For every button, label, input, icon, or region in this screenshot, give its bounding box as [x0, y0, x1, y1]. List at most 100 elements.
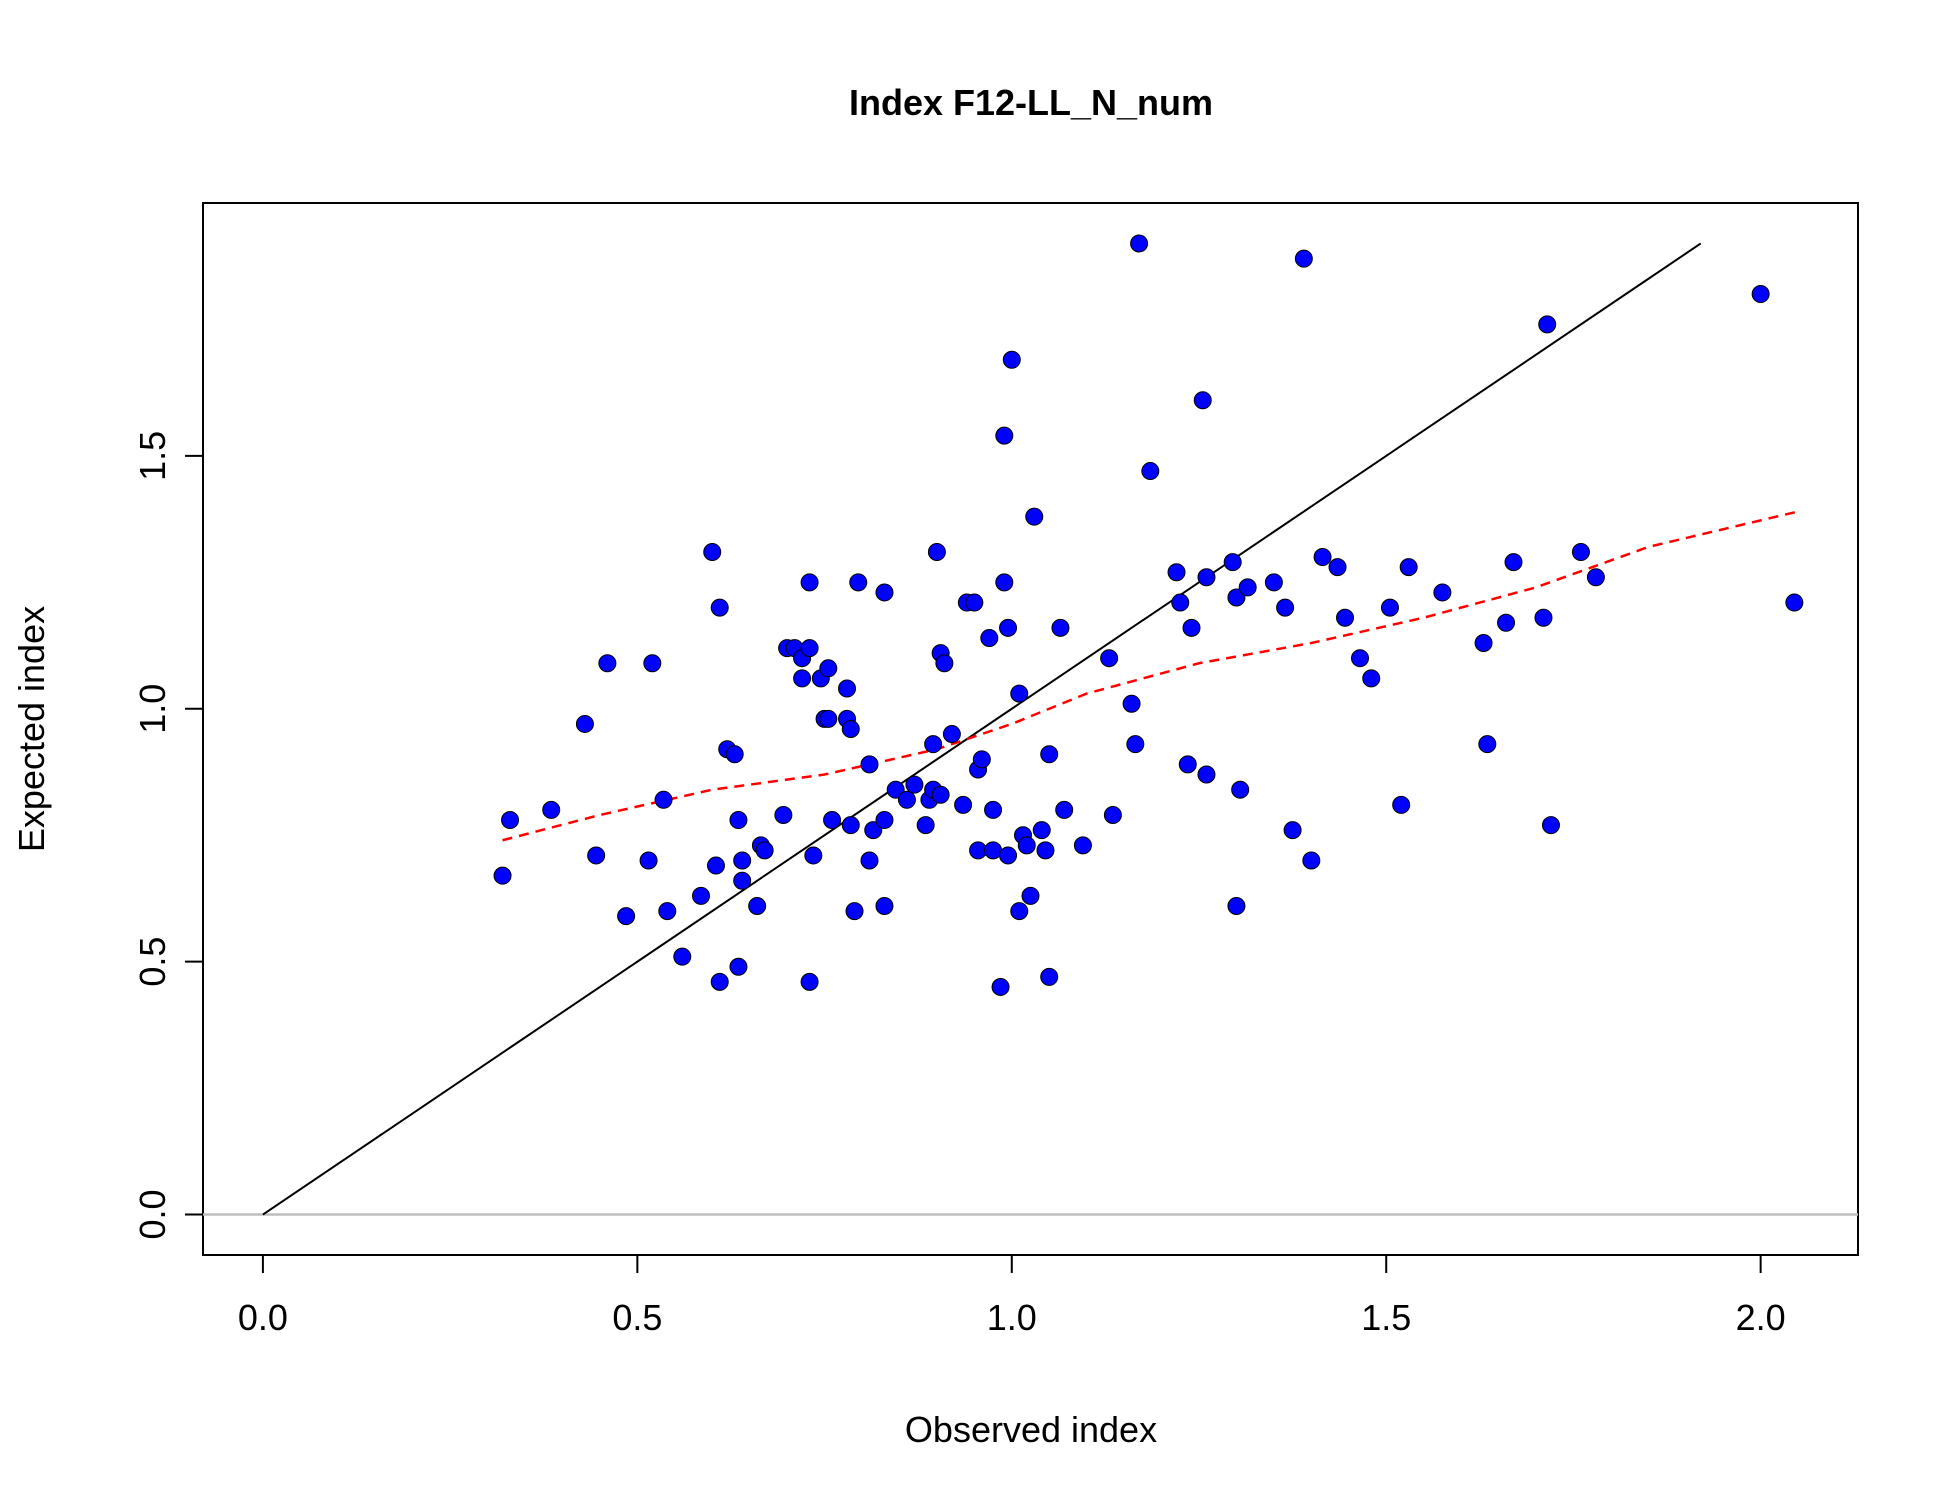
- data-point: [1040, 745, 1059, 764]
- data-point: [875, 583, 894, 602]
- data-point: [1197, 568, 1216, 587]
- data-point: [942, 725, 961, 744]
- data-point: [733, 851, 752, 870]
- data-point: [1538, 315, 1557, 334]
- data-point: [935, 654, 954, 673]
- data-point: [800, 639, 819, 658]
- data-point: [1126, 735, 1145, 754]
- data-point: [1017, 836, 1036, 855]
- data-point: [691, 886, 710, 905]
- data-point: [1351, 649, 1370, 668]
- data-point: [748, 897, 767, 916]
- x-tick-label: 2.0: [1736, 1297, 1786, 1338]
- data-point: [972, 750, 991, 769]
- data-point: [1283, 821, 1302, 840]
- data-point: [598, 654, 617, 673]
- x-axis: 0.0 0.5 1.0 1.5 2.0: [238, 1254, 1786, 1338]
- data-point: [819, 709, 838, 728]
- data-point: [1021, 886, 1040, 905]
- data-point: [729, 811, 748, 830]
- data-point: [643, 654, 662, 673]
- data-point: [991, 977, 1010, 996]
- data-point: [1474, 634, 1493, 653]
- data-point: [838, 679, 857, 698]
- data-point: [1171, 593, 1190, 612]
- data-point: [1197, 765, 1216, 784]
- data-point: [673, 947, 692, 966]
- data-point: [980, 628, 999, 647]
- data-point: [1025, 507, 1044, 526]
- x-tick-label: 1.5: [1361, 1297, 1411, 1338]
- data-point: [1193, 391, 1212, 410]
- data-point: [800, 573, 819, 592]
- reference-lines: [203, 242, 1858, 1216]
- y-axis: 0.0 0.5 1.0 1.5: [132, 431, 204, 1240]
- data-point: [1534, 608, 1553, 627]
- data-point: [1336, 608, 1355, 627]
- data-point: [1002, 350, 1021, 369]
- x-tick-label: 1.0: [987, 1297, 1037, 1338]
- data-point: [1751, 285, 1770, 304]
- data-point: [1223, 553, 1242, 572]
- data-point: [1302, 851, 1321, 870]
- plot-frame: [202, 202, 1859, 1256]
- data-point: [916, 816, 935, 835]
- data-point: [1571, 542, 1590, 561]
- data-point: [819, 659, 838, 678]
- x-axis-label: Observed index: [905, 1409, 1157, 1450]
- data-point: [875, 897, 894, 916]
- data-point: [999, 846, 1018, 865]
- data-point: [849, 573, 868, 592]
- data-point: [1433, 583, 1452, 602]
- data-point: [1504, 553, 1523, 572]
- data-point: [1100, 649, 1119, 668]
- data-point: [1380, 598, 1399, 617]
- smoothed-trend-line: [502, 510, 1799, 842]
- data-points: [493, 234, 1804, 996]
- data-point: [725, 745, 744, 764]
- data-point: [1399, 558, 1418, 577]
- data-point: [841, 720, 860, 738]
- data-point: [845, 902, 864, 921]
- data-point: [1785, 593, 1804, 612]
- data-point: [897, 790, 916, 809]
- data-point: [995, 573, 1014, 592]
- y-tick-label: 1.5: [132, 431, 173, 481]
- data-point: [1130, 234, 1149, 253]
- data-point: [729, 957, 748, 976]
- data-point: [1032, 821, 1051, 840]
- data-point: [710, 972, 729, 991]
- data-point: [1264, 573, 1283, 592]
- y-tick-label: 0.5: [132, 937, 173, 987]
- data-point: [1036, 841, 1055, 860]
- data-point: [1497, 613, 1516, 632]
- x-tick-label: 0.0: [238, 1297, 288, 1338]
- data-point: [1392, 795, 1411, 814]
- data-point: [706, 856, 725, 875]
- data-point: [1276, 598, 1295, 617]
- data-point: [1227, 588, 1246, 607]
- data-point: [984, 800, 1003, 819]
- data-point: [710, 598, 729, 617]
- y-tick-label: 1.0: [132, 684, 173, 734]
- data-point: [1238, 578, 1257, 597]
- data-point: [954, 795, 973, 814]
- data-point: [905, 775, 924, 794]
- data-point: [841, 816, 860, 835]
- data-point: [639, 851, 658, 870]
- data-point: [995, 426, 1014, 445]
- data-point: [575, 714, 594, 733]
- data-point: [969, 841, 988, 860]
- y-tick-label: 0.0: [132, 1190, 173, 1240]
- data-point: [860, 851, 879, 870]
- data-point: [924, 735, 943, 754]
- data-point: [1231, 780, 1250, 799]
- data-point: [1227, 897, 1246, 916]
- data-point: [654, 790, 673, 809]
- x-tick-label: 0.5: [612, 1297, 662, 1338]
- data-point: [1328, 558, 1347, 577]
- data-point: [804, 846, 823, 865]
- data-point: [800, 972, 819, 991]
- data-point: [493, 866, 512, 885]
